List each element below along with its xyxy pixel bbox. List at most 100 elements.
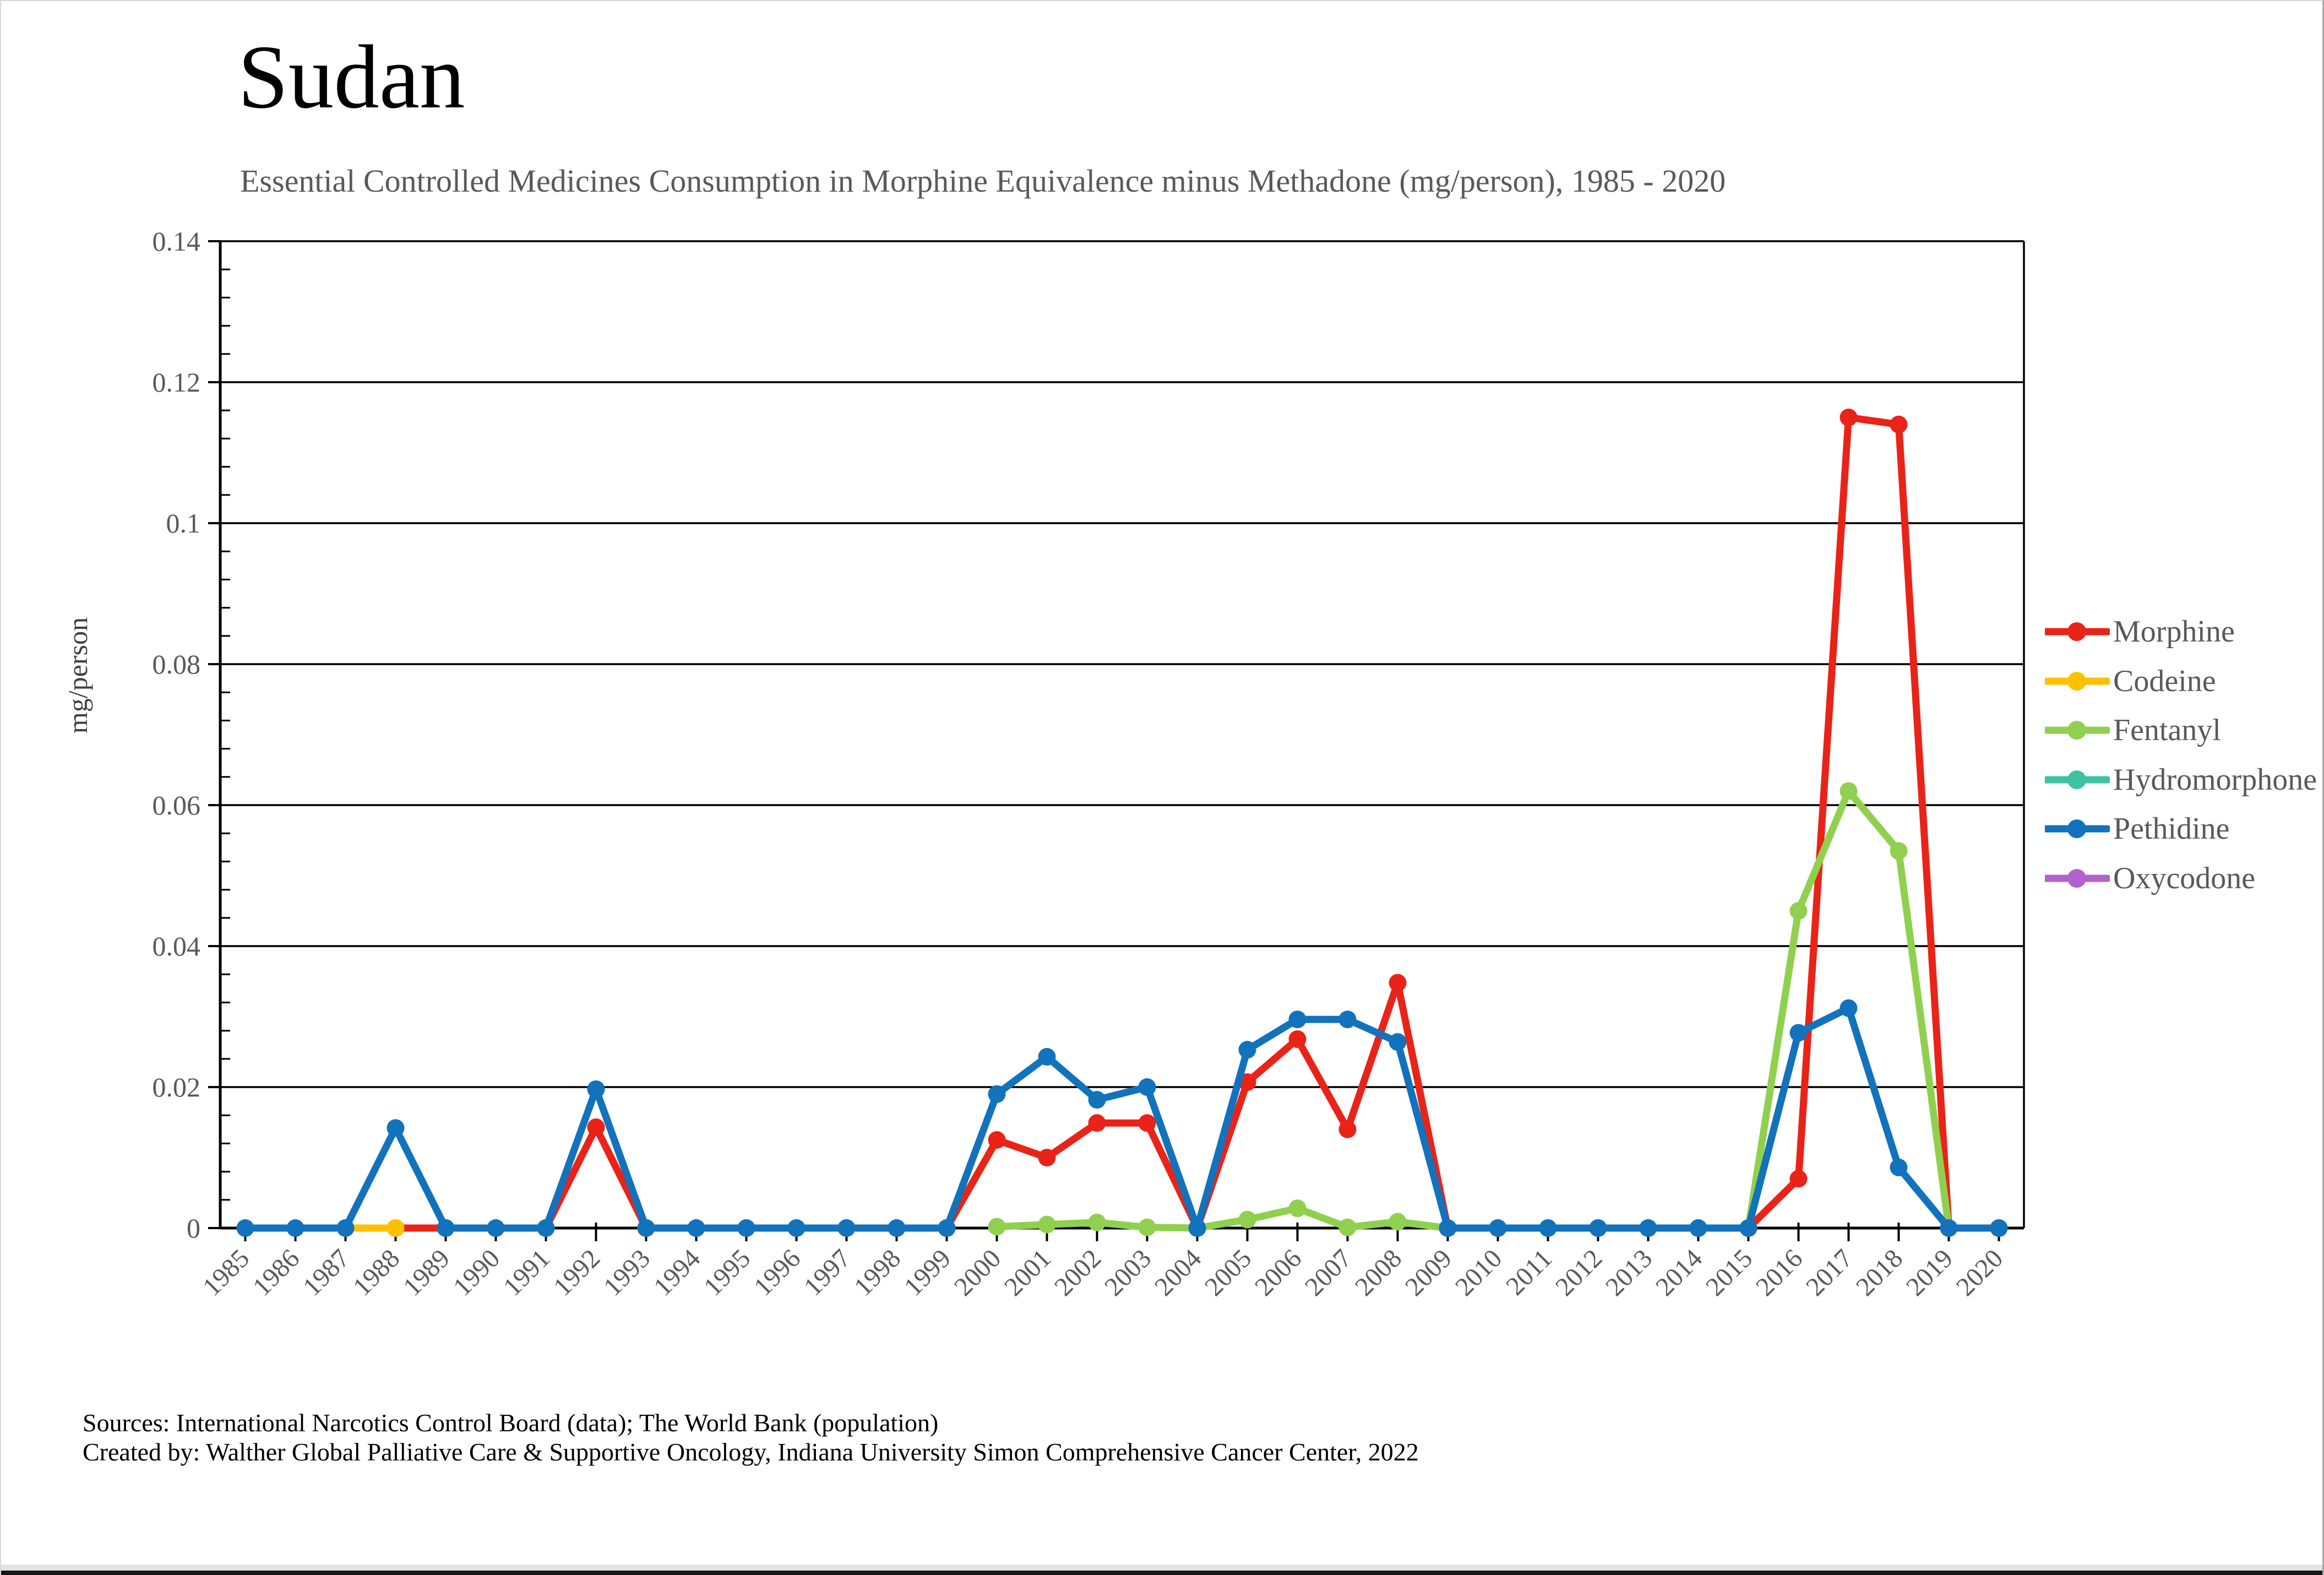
data-point-fentanyl-2008: [1389, 1213, 1407, 1231]
x-tick-label: 1996: [748, 1243, 806, 1301]
x-tick-label: 2020: [1951, 1243, 2009, 1301]
data-point-morphine-2007: [1338, 1120, 1357, 1138]
y-tick-label: 0.14: [153, 226, 201, 257]
data-point-pethidine-1994: [687, 1219, 705, 1237]
x-tick-label: 2012: [1550, 1243, 1608, 1301]
footer-sources-line: Sources: International Narcotics Control…: [83, 1409, 939, 1437]
data-point-morphine-2000: [988, 1131, 1006, 1149]
window-bottom-strip: [1, 1565, 2322, 1571]
data-point-pethidine-2001: [1038, 1047, 1056, 1066]
data-point-morphine-2016: [1789, 1170, 1808, 1188]
data-point-fentanyl-2000: [988, 1218, 1006, 1236]
data-point-morphine-2003: [1138, 1114, 1156, 1132]
page-title: Sudan: [238, 26, 465, 127]
legend-item-codeine: Codeine: [2045, 662, 2216, 700]
data-point-pethidine-2016: [1789, 1024, 1808, 1042]
x-tick-label: 2016: [1750, 1243, 1808, 1301]
data-point-pethidine-2019: [1940, 1219, 1958, 1237]
y-tick-label: 0.12: [153, 367, 201, 398]
x-tick-label: 2009: [1400, 1243, 1457, 1301]
chart-subtitle: Essential Controlled Medicines Consumpti…: [240, 163, 1726, 199]
y-tick-label: 0.08: [153, 649, 201, 680]
x-tick-label: 1995: [698, 1243, 756, 1301]
data-point-pethidine-1991: [537, 1219, 555, 1237]
y-tick-label: 0.04: [153, 931, 201, 962]
data-point-pethidine-2000: [988, 1085, 1006, 1103]
data-point-pethidine-1986: [286, 1219, 304, 1237]
x-tick-label: 1997: [798, 1243, 856, 1301]
data-point-pethidine-2011: [1539, 1219, 1557, 1237]
data-point-fentanyl-2003: [1138, 1218, 1156, 1236]
data-point-morphine-2008: [1389, 974, 1407, 992]
x-tick-label: 2001: [999, 1243, 1057, 1301]
data-point-pethidine-2009: [1439, 1219, 1457, 1237]
data-point-pethidine-1990: [487, 1219, 505, 1237]
x-tick-label: 2010: [1450, 1243, 1507, 1301]
x-tick-label: 2004: [1149, 1243, 1207, 1301]
data-point-morphine-2017: [1839, 409, 1858, 426]
data-point-pethidine-1992: [587, 1080, 605, 1098]
x-tick-label: 2019: [1901, 1243, 1958, 1301]
legend-marker-codeine: [2045, 672, 2110, 691]
series-line-pethidine: [242, 1004, 2002, 1232]
data-point-pethidine-1988: [387, 1119, 405, 1137]
legend-item-hydromorphone: Hydromorphone: [2045, 761, 2317, 799]
data-point-pethidine-2012: [1589, 1219, 1607, 1237]
x-tick-label: 2005: [1199, 1243, 1257, 1301]
data-point-pethidine-2003: [1138, 1078, 1156, 1096]
legend-marker-morphine: [2045, 622, 2110, 641]
legend-item-oxycodone: Oxycodone: [2045, 859, 2255, 898]
data-point-pethidine-2017: [1839, 999, 1858, 1017]
x-tick-label: 1994: [648, 1243, 706, 1301]
x-tick-label: 2006: [1249, 1243, 1307, 1301]
legend: Morphine Codeine Fentanyl Hydromorphone Peth…: [2045, 1, 2322, 1575]
footer: Sources: International Narcotics Control…: [83, 1409, 1419, 1467]
data-point-morphine-2018: [1890, 415, 1908, 433]
x-tick-label: 1993: [598, 1243, 656, 1301]
x-tick-label: 2017: [1800, 1243, 1858, 1301]
data-point-fentanyl-2002: [1088, 1213, 1106, 1231]
x-tick-label: 1989: [398, 1243, 455, 1301]
x-tick-label: 2011: [1500, 1243, 1558, 1301]
data-point-morphine-1992: [587, 1118, 605, 1136]
x-tick-label: 1999: [899, 1243, 956, 1301]
data-point-fentanyl-2005: [1238, 1210, 1256, 1229]
data-point-fentanyl-2016: [1789, 902, 1808, 920]
x-tick-label: 1988: [347, 1243, 405, 1301]
data-point-pethidine-1993: [637, 1219, 655, 1237]
data-point-pethidine-2020: [1990, 1219, 2008, 1237]
legend-marker-fentanyl: [2045, 721, 2110, 740]
data-point-pethidine-2005: [1238, 1041, 1256, 1059]
x-tick-label: 2003: [1099, 1243, 1157, 1301]
y-tick-label: 0.06: [153, 790, 201, 821]
x-tick-label: 1986: [247, 1243, 305, 1301]
legend-item-morphine: Morphine: [2045, 612, 2235, 651]
data-point-pethidine-1987: [336, 1219, 355, 1237]
data-point-pethidine-2006: [1288, 1011, 1307, 1029]
data-point-pethidine-1999: [938, 1219, 956, 1237]
series-line-morphine: [392, 414, 2002, 1232]
data-point-pethidine-1997: [837, 1219, 856, 1237]
legend-marker-oxycodone: [2045, 869, 2110, 888]
legend-label: Oxycodone: [2113, 861, 2256, 895]
data-point-morphine-2001: [1038, 1149, 1056, 1166]
data-point-pethidine-2004: [1188, 1219, 1206, 1237]
window-bottom-edge: [1, 1571, 2322, 1575]
data-point-fentanyl-2007: [1338, 1218, 1357, 1236]
data-point-pethidine-2010: [1489, 1219, 1507, 1237]
x-tick-label: 1998: [848, 1243, 906, 1301]
y-tick-label: 0.1: [166, 508, 201, 539]
data-point-pethidine-2007: [1338, 1011, 1357, 1029]
legend-label: Morphine: [2113, 615, 2235, 649]
legend-marker-pethidine: [2045, 819, 2110, 838]
x-tick-label: 2013: [1600, 1243, 1658, 1301]
x-tick-label: 2002: [1049, 1243, 1107, 1301]
x-tick-label: 2000: [949, 1243, 1006, 1301]
legend-item-pethidine: Pethidine: [2045, 810, 2230, 848]
legend-label: Pethidine: [2113, 812, 2230, 846]
data-point-pethidine-1995: [737, 1219, 755, 1237]
legend-marker-hydromorphone: [2045, 770, 2110, 789]
y-tick-label: 0.02: [153, 1072, 201, 1102]
